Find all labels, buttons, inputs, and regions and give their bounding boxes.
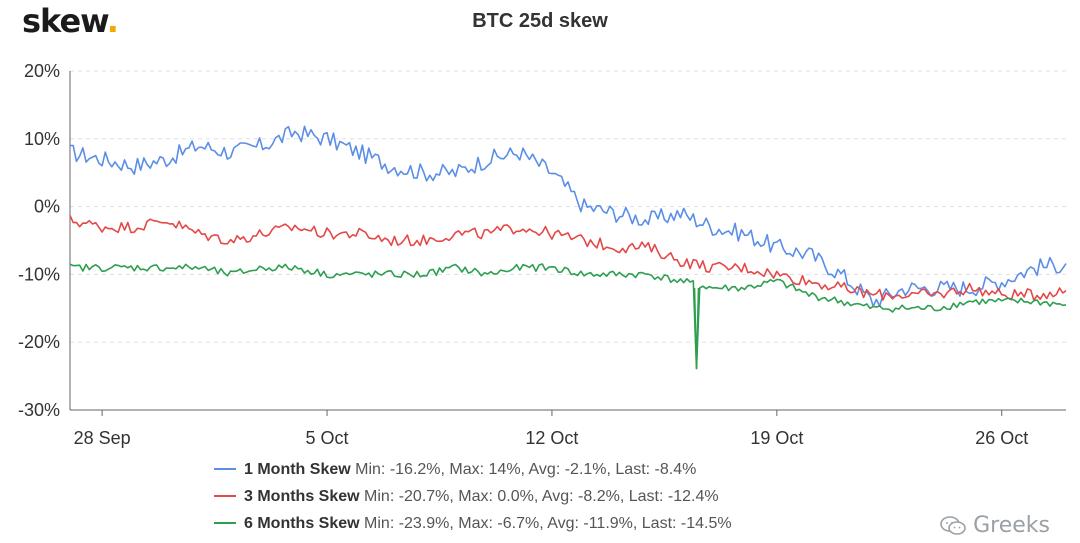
legend-item-1-month[interactable]: 1 Month Skew Min: -16.2%, Max: 14%, Avg:… [214,459,696,481]
logo-dot: . [106,2,119,40]
wechat-icon [940,516,966,535]
series-spike-6-months [693,287,700,369]
watermark-text: Greeks [973,513,1050,538]
series-line-3-months-skew [69,215,1067,301]
series-line-6-months-skew [69,263,1067,370]
series-line-1-month-skew [69,125,1067,308]
x-tick-label: 5 Oct [306,428,349,448]
x-tick-label: 28 Sep [74,428,131,448]
legend-stats: Min: -16.2%, Max: 14%, Avg: -2.1%, Last:… [355,461,697,478]
watermark: Greeks [939,513,1050,538]
x-tick-label: 19 Oct [750,428,803,448]
legend-swatch-1-month [214,467,236,470]
y-tick-label: 20% [24,61,60,81]
legend-stats: Min: -23.9%, Max: -6.7%, Avg: -11.9%, La… [364,515,732,532]
x-tick-label: 26 Oct [975,428,1028,448]
y-tick-label: 10% [24,129,60,149]
y-tick-label: 0% [34,197,60,217]
y-tick-label: -30% [18,400,60,420]
skew-logo: skew. [22,2,119,40]
legend-name: 6 Months Skew [244,515,360,532]
legend-swatch-3-months [214,494,236,497]
y-tick-label: -20% [18,332,60,352]
x-tick-label: 12 Oct [525,428,578,448]
legend-item-6-months[interactable]: 6 Months Skew Min: -23.9%, Max: -6.7%, A… [214,513,732,535]
legend-swatch-6-months [214,521,236,524]
y-tick-label: -10% [18,264,60,284]
legend-name: 1 Month Skew [244,461,351,478]
chart-title: BTC 25d skew [472,10,608,32]
logo-text: skew [22,2,108,40]
legend-item-3-months[interactable]: 3 Months Skew Min: -20.7%, Max: 0.0%, Av… [214,486,719,508]
legend-stats: Min: -20.7%, Max: 0.0%, Avg: -8.2%, Last… [364,488,719,505]
legend-name: 3 Months Skew [244,488,360,505]
